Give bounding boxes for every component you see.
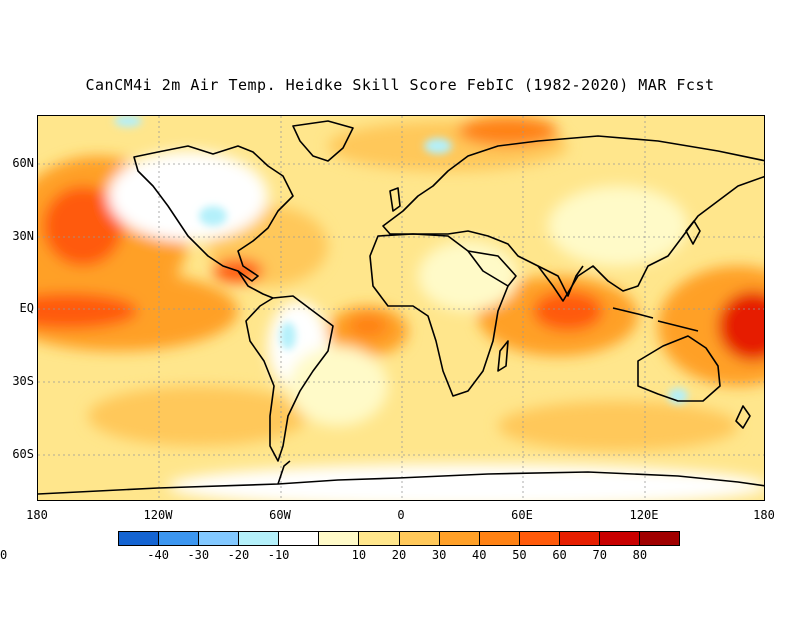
colorbar-label: 20	[391, 548, 407, 562]
colorbar-label: 90	[0, 548, 8, 562]
map-title: CanCM4i 2m Air Temp. Heidke Skill Score …	[85, 76, 715, 94]
lon-label-120w: 120W	[143, 508, 173, 522]
colorbar-swatch	[599, 532, 641, 545]
lon-label-120e: 120E	[629, 508, 659, 522]
colorbar-label: 40	[472, 548, 487, 562]
skill-fill	[38, 116, 764, 500]
colorbar-label: 50	[512, 548, 527, 562]
colorbar	[118, 531, 680, 546]
colorbar-label: -40	[147, 548, 169, 562]
lat-label-30s: 30S	[12, 374, 34, 388]
graticule	[38, 116, 764, 500]
map-canvas	[38, 116, 764, 500]
lat-label-30n: 30N	[12, 229, 34, 243]
colorbar-label: 80	[632, 548, 648, 562]
colorbar-swatch	[519, 532, 560, 545]
coastlines	[38, 120, 764, 495]
lat-label-eq: EQ	[19, 301, 34, 315]
colorbar-swatch	[559, 532, 600, 545]
colorbar-label: 70	[592, 548, 607, 562]
colorbar-swatch	[640, 532, 680, 545]
colorbar-label: -30	[187, 548, 210, 562]
skill-score-map	[37, 115, 765, 501]
colorbar-swatch	[359, 532, 400, 545]
lon-label-0: 0	[397, 508, 405, 522]
colorbar-swatch	[479, 532, 520, 545]
colorbar-label: -20	[227, 548, 250, 562]
lat-label-60n: 60N	[12, 156, 34, 170]
colorbar-swatch	[199, 532, 240, 545]
lon-label-60e: 60E	[511, 508, 533, 522]
lat-label-60s: 60S	[12, 447, 34, 461]
lon-label-180e: 180	[753, 508, 775, 522]
colorbar-label: 10	[351, 548, 367, 562]
lon-label-180w: 180	[26, 508, 48, 522]
colorbar-swatch	[119, 532, 160, 545]
colorbar-swatch	[239, 532, 280, 545]
colorbar-swatch	[399, 532, 440, 545]
colorbar-label: 60	[552, 548, 567, 562]
colorbar-swatch	[159, 532, 200, 545]
colorbar-swatch	[319, 532, 360, 545]
colorbar-label: -10	[267, 548, 290, 562]
colorbar-swatch	[439, 532, 480, 545]
colorbar-swatch	[279, 532, 320, 545]
lon-label-60w: 60W	[269, 508, 291, 522]
colorbar-label: 30	[431, 548, 447, 562]
